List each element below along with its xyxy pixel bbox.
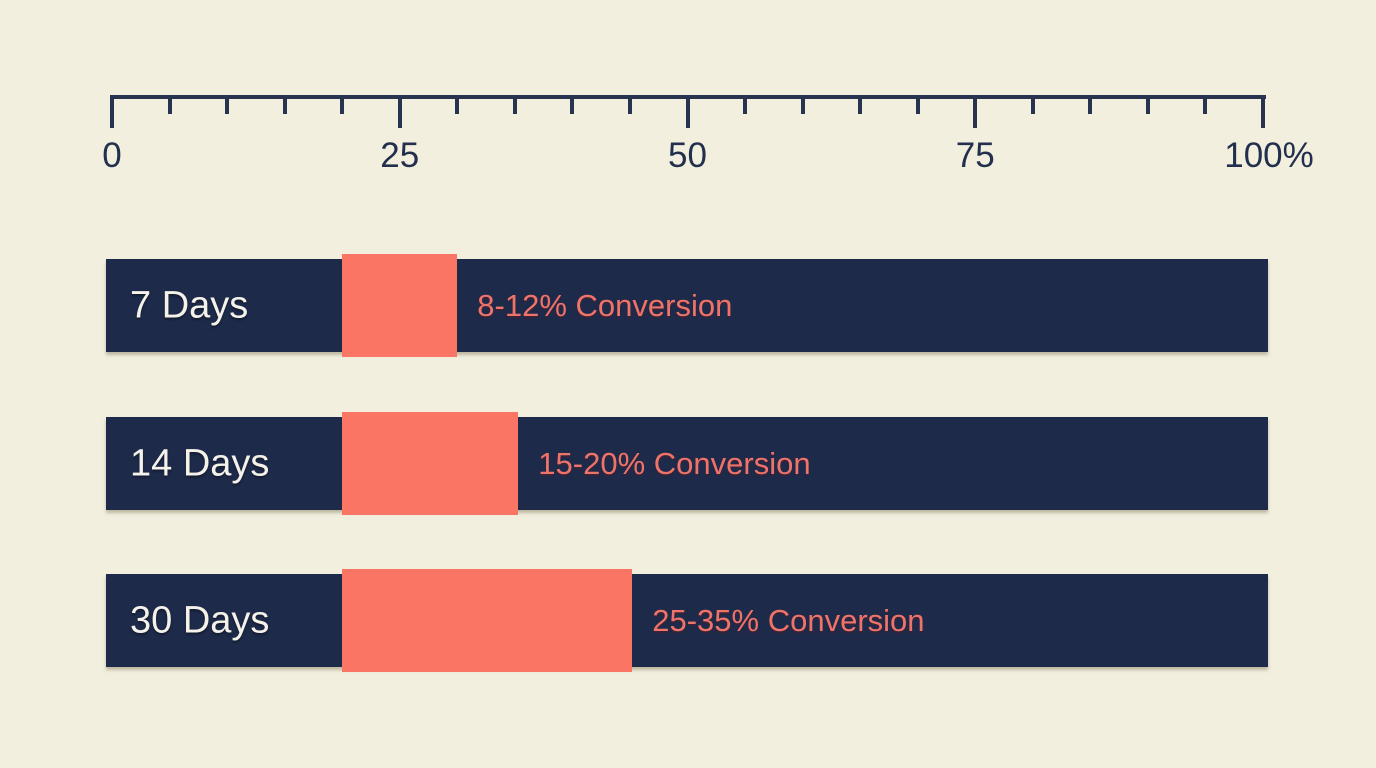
ruler-tick-20	[340, 95, 345, 114]
duration-label: 7 Days	[130, 284, 249, 326]
ruler-tick-60	[800, 95, 805, 114]
ruler-tick-30	[455, 95, 460, 114]
ruler-tick-15	[282, 95, 287, 114]
ruler-tick-95	[1203, 95, 1208, 114]
ruler-tick-25	[397, 95, 402, 128]
ruler-tick-label-100: 100%	[1224, 136, 1314, 175]
bar-row-30-days: 30 Days 25-35% Conversion	[106, 569, 1268, 672]
conversion-range-label: 25-35% Conversion	[652, 602, 925, 638]
ruler-tick-70	[915, 95, 920, 114]
ruler-tick-label-50: 50	[668, 136, 707, 175]
ruler-tick-75	[973, 95, 978, 128]
conversion-range-label: 15-20% Conversion	[538, 445, 811, 481]
duration-label: 14 Days	[130, 442, 270, 484]
ruler-tick-50	[685, 95, 690, 128]
ruler-tick-5	[167, 95, 172, 114]
conversion-range-label: 8-12% Conversion	[477, 287, 733, 323]
ruler-tick-label-75: 75	[955, 136, 995, 175]
ruler-tick-85	[1088, 95, 1093, 114]
ruler-tick-35	[512, 95, 517, 114]
highlight-segment	[342, 569, 633, 672]
ruler-tick-100	[1261, 95, 1265, 128]
ruler-tick-label-0: 0	[102, 136, 122, 175]
ruler-tick-45	[627, 95, 632, 114]
highlight-segment	[342, 254, 458, 357]
ruler-tick-80	[1030, 95, 1035, 114]
bar-row-7-days: 7 Days 8-12% Conversion	[106, 254, 1268, 357]
ruler-tick-65	[858, 95, 863, 114]
duration-label: 30 Days	[130, 599, 270, 641]
ruler-tick-10	[225, 95, 230, 114]
bar-row-14-days: 14 Days 15-20% Conversion	[106, 412, 1268, 515]
ruler-tick-label-25: 25	[380, 136, 420, 175]
ruler-tick-40	[570, 95, 575, 114]
ruler-tick-0	[110, 95, 114, 128]
ruler-tick-90	[1145, 95, 1150, 114]
highlight-segment	[342, 412, 519, 515]
ruler-tick-55	[743, 95, 748, 114]
